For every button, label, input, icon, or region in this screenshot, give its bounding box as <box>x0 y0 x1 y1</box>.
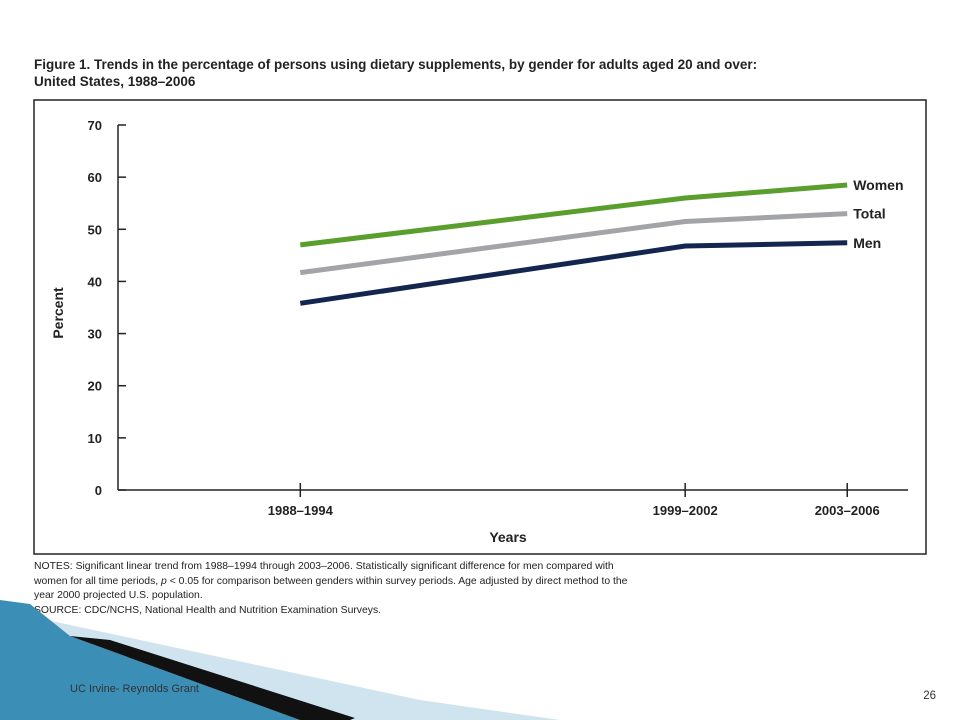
series-line-women <box>299 182 848 248</box>
y-tick-label: 30 <box>88 327 102 342</box>
series-label-women: Women <box>853 177 903 193</box>
series-lines <box>299 182 848 306</box>
figure-title-line2: United States, 1988–2006 <box>34 74 196 89</box>
notes-p-value: p <box>161 575 167 587</box>
chart-frame <box>33 99 927 555</box>
chart: 0 10 20 30 40 50 60 70 1988–1994 1999–2002 2003–20… <box>33 99 927 555</box>
axes: 0 10 20 30 40 50 60 70 1988–1994 1999–2002 2003–20… <box>88 118 908 518</box>
y-tick-label: 0 <box>95 483 102 498</box>
notes-text: < 0.05 for comparison between genders wi… <box>166 575 628 587</box>
notes-line: year 2000 projected U.S. population. <box>34 590 203 602</box>
y-tick-label: 50 <box>88 222 102 237</box>
y-tick-label: 40 <box>88 274 102 289</box>
page-number: 26 <box>923 690 936 702</box>
footer-dark-stripe <box>70 636 355 720</box>
figure-title: Figure 1. Trends in the percentage of pe… <box>34 56 894 90</box>
x-tick-label: 1999–2002 <box>653 503 718 518</box>
x-axis-label: Years <box>489 529 527 545</box>
figure-title-line1: Figure 1. Trends in the percentage of pe… <box>34 57 758 72</box>
y-tick-label: 10 <box>88 431 102 446</box>
y-tick-label: 70 <box>88 118 102 133</box>
y-tick-label: 60 <box>88 170 102 185</box>
figure: Figure 1. Trends in the percentage of pe… <box>32 54 930 638</box>
series-label-total: Total <box>853 206 885 222</box>
notes-line: NOTES: Significant linear trend from 198… <box>34 561 614 572</box>
figure-notes: NOTES: Significant linear trend from 198… <box>34 560 794 618</box>
footer-blue-band <box>0 600 300 720</box>
x-tick-label: 1988–1994 <box>268 503 334 518</box>
footer-decoration <box>0 600 560 720</box>
x-tick-label: 2003–2006 <box>815 503 880 518</box>
series-line-men <box>299 240 848 306</box>
y-tick-label: 20 <box>88 379 102 394</box>
source-line: SOURCE: CDC/NCHS, National Health and Nu… <box>34 604 382 616</box>
series-label-men: Men <box>853 235 881 251</box>
series-line-total <box>299 211 848 276</box>
notes-line: women for all time periods, p < 0.05 for… <box>34 575 794 590</box>
series-labels: Women Total Men <box>853 177 903 251</box>
footer-text: UC Irvine- Reynolds Grant <box>70 683 199 695</box>
notes-text: women for all time periods, <box>34 575 162 587</box>
y-axis-label: Percent <box>50 287 66 339</box>
